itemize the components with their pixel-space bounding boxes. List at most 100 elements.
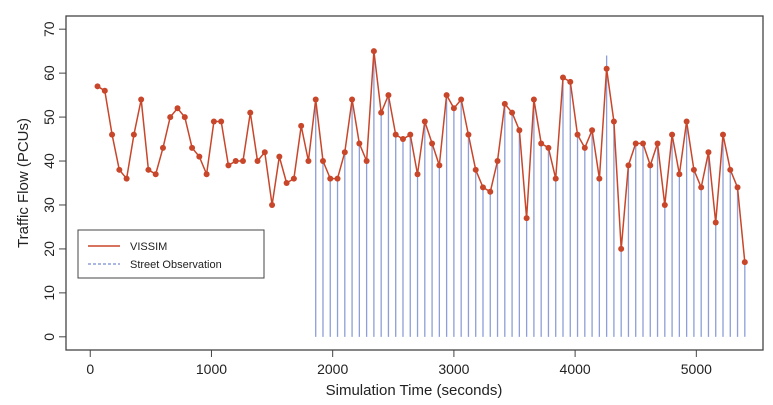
vissim-point [239, 158, 246, 165]
vissim-point [305, 158, 312, 165]
y-tick-label: 10 [41, 285, 57, 301]
vissim-point [101, 87, 108, 94]
vissim-point [247, 109, 254, 116]
vissim-point [341, 149, 348, 156]
vissim-point [218, 118, 225, 125]
vissim-point [734, 184, 741, 191]
vissim-point [363, 158, 370, 165]
vissim-point [436, 162, 443, 169]
vissim-point [356, 140, 363, 147]
legend-label-vissim: VISSIM [130, 241, 167, 253]
vissim-point [698, 184, 705, 191]
vissim-point [370, 48, 377, 55]
y-tick-label: 30 [41, 197, 57, 213]
vissim-point [603, 65, 610, 72]
vissim-point [225, 162, 232, 169]
vissim-point [269, 201, 276, 208]
x-tick-label: 2000 [317, 361, 348, 377]
x-tick-label: 3000 [438, 361, 469, 377]
vissim-point [727, 166, 734, 173]
vissim-point [334, 175, 341, 182]
y-tick-label: 40 [41, 153, 57, 169]
vissim-point [516, 127, 523, 134]
y-axis: 0 10 20 30 40 50 60 70 [41, 21, 66, 341]
vissim-point [232, 158, 239, 165]
vissim-point [261, 149, 268, 156]
vissim-point [123, 175, 130, 182]
y-tick-label: 60 [41, 65, 57, 81]
vissim-point [429, 140, 436, 147]
vissim-point [676, 171, 683, 178]
vissim-point [574, 131, 581, 138]
y-axis-title: Traffic Flow (PCUs) [15, 118, 32, 248]
vissim-point [545, 144, 552, 151]
vissim-point [174, 105, 181, 112]
x-tick-label: 1000 [196, 361, 227, 377]
x-axis: 0 1000 2000 3000 4000 5000 [86, 350, 712, 377]
vissim-point [639, 140, 646, 147]
vissim-point [414, 171, 421, 178]
vissim-point [581, 144, 588, 151]
x-axis-title: Simulation Time (seconds) [326, 382, 503, 399]
vissim-point [283, 180, 290, 186]
vissim-point [618, 245, 625, 252]
vissim-point [567, 78, 574, 85]
vissim-point [312, 96, 319, 103]
vissim-point [421, 118, 428, 125]
vissim-point [719, 131, 726, 138]
vissim-point [712, 219, 719, 226]
vissim-point [138, 96, 145, 103]
vissim-point [167, 114, 174, 121]
vissim-point [130, 131, 137, 138]
vissim-point [145, 166, 152, 173]
vissim-point [399, 136, 406, 143]
vissim-point [690, 166, 697, 173]
vissim-point [319, 158, 326, 165]
vissim-point [596, 175, 603, 182]
vissim-point [509, 109, 516, 116]
vissim-point [159, 144, 166, 151]
vissim-point [407, 131, 414, 138]
vissim-series [94, 48, 748, 266]
vissim-point [327, 175, 334, 182]
vissim-point [392, 131, 399, 138]
vissim-point [538, 140, 545, 147]
vissim-point [472, 166, 479, 173]
vissim-point [94, 83, 101, 90]
vissim-point [559, 74, 566, 81]
vissim-point [385, 92, 392, 99]
vissim-point [632, 140, 639, 147]
vissim-point [210, 118, 217, 125]
vissim-point [494, 158, 501, 165]
y-tick-label: 20 [41, 241, 57, 257]
vissim-point [523, 215, 530, 222]
vissim-point [203, 171, 210, 178]
vissim-point [589, 127, 596, 134]
vissim-point [625, 162, 632, 169]
vissim-point [196, 153, 203, 160]
vissim-point [661, 201, 668, 208]
x-tick-label: 0 [86, 361, 94, 377]
vissim-point [276, 153, 283, 160]
street-observation-series [315, 51, 746, 337]
vissim-point [654, 140, 661, 147]
vissim-point [116, 166, 123, 173]
vissim-point [669, 131, 676, 138]
vissim-point [741, 259, 748, 266]
vissim-point [610, 118, 617, 125]
vissim-point [530, 96, 537, 103]
vissim-point [487, 188, 494, 195]
vissim-point [479, 184, 486, 191]
vissim-point [298, 122, 305, 129]
vissim-point [683, 118, 690, 125]
y-tick-label: 50 [41, 109, 57, 125]
legend-box [77, 229, 265, 279]
plot-frame [65, 15, 764, 351]
y-tick-label: 0 [41, 333, 57, 341]
vissim-point [254, 158, 261, 165]
vissim-point [189, 144, 196, 151]
x-tick-label: 4000 [560, 361, 591, 377]
vissim-point [109, 131, 116, 138]
